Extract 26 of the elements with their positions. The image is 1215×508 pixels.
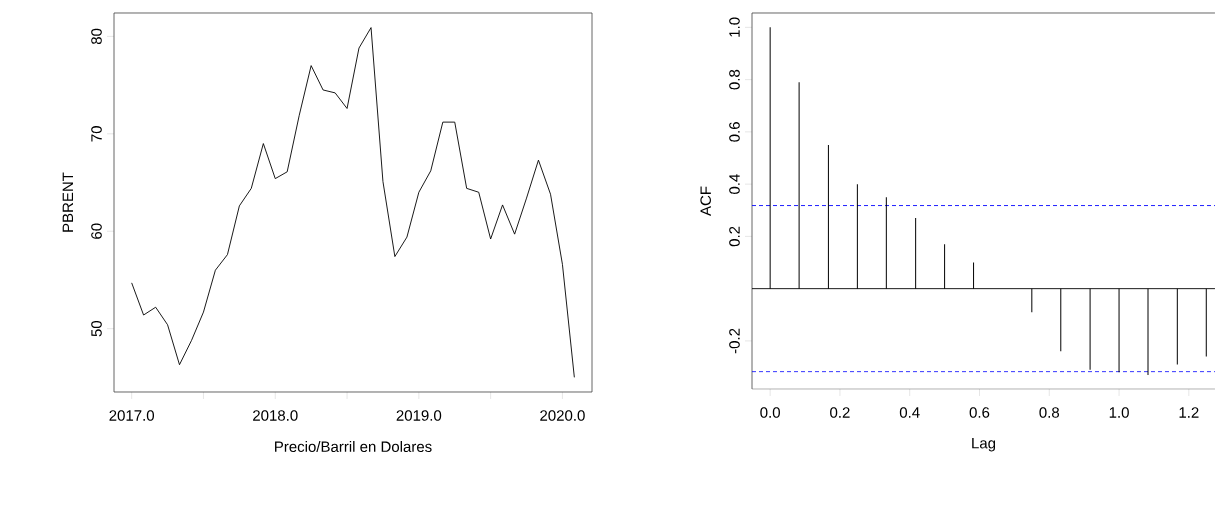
x-tick-label: 2020.0 xyxy=(540,410,585,421)
x-tick-label: 2019.0 xyxy=(396,410,442,421)
y-tick-label: 50 xyxy=(91,320,102,337)
y-axis-title: ACF xyxy=(700,186,711,216)
x-tick-label: 0.0 xyxy=(760,407,780,418)
y-tick-label: 0.6 xyxy=(729,122,740,142)
x-tick-label: 0.2 xyxy=(830,407,850,418)
x-tick-label: 1.2 xyxy=(1179,407,1199,418)
y-tick-label: 70 xyxy=(91,126,102,142)
y-tick-label: 1.0 xyxy=(729,17,740,37)
y-tick-label: 60 xyxy=(91,223,102,239)
x-axis-title: Precio/Barril en Dolares xyxy=(275,441,432,453)
x-tick-label: 1.0 xyxy=(1109,407,1129,418)
y-tick-label: 0.8 xyxy=(729,69,740,90)
y-tick-label: 0.2 xyxy=(729,226,740,247)
x-tick-label: 0.8 xyxy=(1039,407,1060,418)
line-series xyxy=(131,27,575,378)
y-tick-label: 0.4 xyxy=(729,174,740,194)
x-tick-label: 2018.0 xyxy=(253,410,298,421)
y-tick-label: 80 xyxy=(91,28,102,45)
x-tick-label: 0.6 xyxy=(969,407,990,418)
x-tick-label: 0.4 xyxy=(899,407,920,418)
y-tick-label: -0.2 xyxy=(729,328,740,354)
x-tick-label: 2017.0 xyxy=(109,410,155,421)
y-axis-title: PBRENT xyxy=(62,172,73,232)
x-axis-title: Lag xyxy=(972,438,996,452)
